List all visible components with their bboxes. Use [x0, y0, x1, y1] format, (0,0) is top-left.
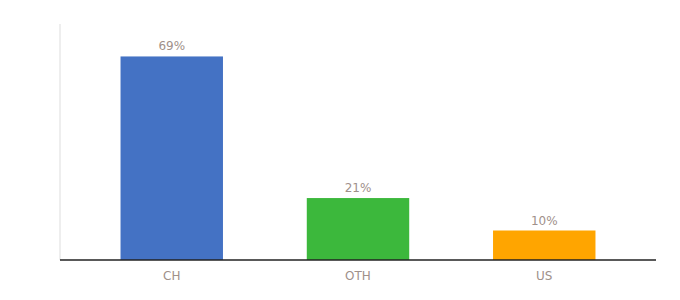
x-tick-label: OTH [345, 269, 371, 283]
data-label: 69% [158, 39, 185, 53]
bar [493, 231, 595, 261]
x-tick-label: US [536, 269, 552, 283]
data-label: 21% [345, 181, 372, 195]
bars [121, 56, 596, 260]
data-label: 10% [531, 214, 558, 228]
chart-svg: 69% CH 21% OTH 10% US [0, 0, 680, 300]
chart-container: 69% CH 21% OTH 10% US [0, 0, 680, 300]
bar [307, 198, 409, 260]
value-range-line [60, 24, 61, 260]
bar [121, 56, 223, 260]
x-tick-label: CH [163, 269, 180, 283]
x-axis-line [60, 259, 656, 261]
